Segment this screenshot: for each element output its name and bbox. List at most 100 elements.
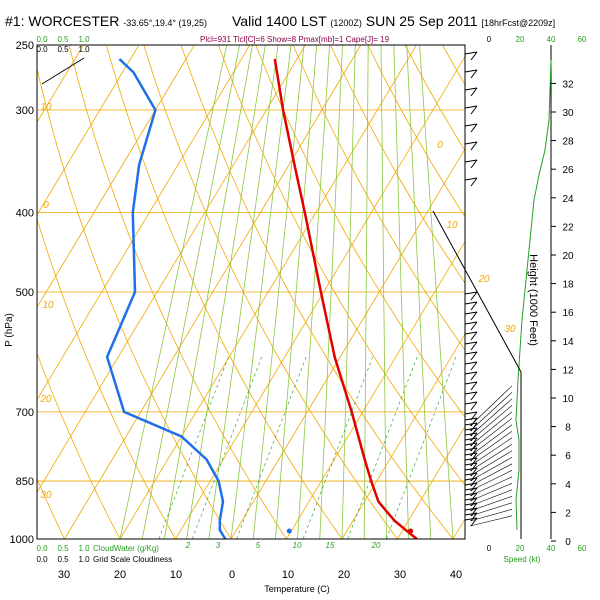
wind-barb xyxy=(464,51,478,61)
moist-adiabat-line xyxy=(141,45,240,539)
wind-barb-flag xyxy=(464,321,478,325)
wind-barb xyxy=(464,392,513,432)
moist-adiabat-line xyxy=(297,45,330,539)
wind-barb-staff xyxy=(470,507,478,517)
dry-adiabat-line xyxy=(555,45,600,539)
wind-barb-staff xyxy=(470,427,478,437)
pressure-tick-label: 700 xyxy=(16,407,34,419)
moist-adiabat-line xyxy=(393,45,409,539)
wind-barb xyxy=(464,405,513,442)
moist-adiabat-line xyxy=(406,45,432,539)
wind-barb-flag xyxy=(464,301,478,305)
wind-barb-long xyxy=(469,470,513,492)
wind-barb-staff xyxy=(470,51,478,61)
height-tick-label: 2 xyxy=(565,508,571,519)
wind-barb-flag xyxy=(464,452,478,456)
speed-top-tick: 0 xyxy=(487,35,492,44)
wind-barb-flag xyxy=(464,487,478,491)
wind-barb-flag xyxy=(464,497,478,501)
wind-barb xyxy=(464,381,478,391)
wind-barb-flag xyxy=(464,311,478,315)
wind-barb-long xyxy=(469,437,513,467)
theta-label: 30 xyxy=(40,490,52,501)
wind-barb-flag xyxy=(464,401,478,405)
cloud-water-top-tick: 0.5 xyxy=(57,35,69,44)
wind-barb-long xyxy=(469,431,513,462)
moist-adiabat-line xyxy=(341,45,356,539)
wind-barb-flag xyxy=(464,457,478,461)
wind-barb-staff xyxy=(470,391,478,401)
station-coords: -33.65°,19.4° (19,25) xyxy=(123,18,208,28)
temperature-tick-label: 40 xyxy=(450,569,462,581)
moist-adiabat-line xyxy=(208,45,279,539)
theta-label: 10 xyxy=(40,102,52,113)
speed-axis-label: Speed (kt) xyxy=(504,555,541,564)
wind-barb xyxy=(464,371,478,381)
temperature-tick-label: 20 xyxy=(338,569,350,581)
theta-label: 20 xyxy=(477,274,490,285)
mixing-ratio-line xyxy=(386,356,457,539)
height-tick-label: 26 xyxy=(562,165,574,176)
theta-label: 0 xyxy=(43,200,49,211)
wind-barb xyxy=(464,476,513,497)
wind-barb-staff xyxy=(470,401,478,411)
wind-barb-staff xyxy=(470,381,478,391)
surface-temperature-dot xyxy=(408,528,414,534)
wind-barb xyxy=(464,291,478,301)
wind-barb-long xyxy=(469,418,513,452)
dry-adiabat-line xyxy=(255,45,465,418)
theta-label: 10 xyxy=(42,300,54,311)
mixing-ratio-label: 20 xyxy=(371,541,381,550)
wind-barb-long xyxy=(469,411,513,447)
stability-indices: Plcl=931 Tlcl[C]=6 Show=8 Pmax[mb]=1 Cap… xyxy=(200,35,390,44)
wind-barb xyxy=(464,444,513,472)
wind-barb xyxy=(464,463,513,487)
height-tick-label: 10 xyxy=(562,394,574,405)
wind-barb-staff xyxy=(470,331,478,341)
moist-adiabat-line xyxy=(319,45,343,539)
dry-adiabat-line xyxy=(37,477,65,539)
temperature-tick-label: 10 xyxy=(282,569,294,581)
theta-label: 0 xyxy=(437,140,443,151)
wind-barb-long xyxy=(469,509,513,522)
wind-barb-flag xyxy=(464,87,478,91)
wind-barb-staff xyxy=(470,487,478,497)
wind-barb xyxy=(464,437,513,467)
moist-adiabat-line xyxy=(164,45,253,539)
wind-barb-long xyxy=(469,398,513,437)
pressure-tick-label: 1000 xyxy=(10,534,34,546)
wind-barb-flag xyxy=(464,437,478,441)
valid-utc: (1200Z) xyxy=(330,18,362,28)
dry-adiabat-line xyxy=(105,45,343,539)
temperature-tick-label: 10 xyxy=(170,569,182,581)
wind-barb xyxy=(464,361,478,371)
wind-barb-staff xyxy=(470,141,478,151)
wind-barb-flag xyxy=(464,381,478,385)
height-tick-label: 20 xyxy=(562,251,574,262)
wind-barb-staff xyxy=(470,341,478,351)
wind-barb xyxy=(464,509,513,522)
dry-adiabat-line xyxy=(37,66,232,539)
wind-barb-staff xyxy=(470,517,478,527)
cloud-bottom-tick: 1.0 xyxy=(78,555,90,564)
speed-bottom-tick: 0 xyxy=(487,544,492,553)
grid-scale-label: Grid Scale Cloudiness xyxy=(93,555,172,564)
wind-barb-long xyxy=(469,476,513,497)
wind-barb-staff xyxy=(470,482,478,492)
wind-barb-long xyxy=(469,463,513,487)
dry-adiabat-line xyxy=(330,45,465,284)
wind-barb-long xyxy=(469,450,513,477)
wind-barb xyxy=(464,105,478,115)
wind-barb-long xyxy=(469,405,513,442)
dry-adiabat-line xyxy=(37,217,176,539)
wind-barb xyxy=(464,331,478,341)
wind-barb-flag xyxy=(464,411,478,415)
mixing-ratio-label: 2 xyxy=(185,541,191,550)
wind-barb-flag xyxy=(464,472,478,476)
cloud-water-label: CloudWater (g/Kg) xyxy=(93,544,159,553)
height-tick-label: 30 xyxy=(562,108,574,119)
wind-barb-flag xyxy=(464,159,478,163)
wind-barb-flag xyxy=(464,391,478,395)
mixing-ratio-line xyxy=(347,356,418,539)
cloud-top-tick: 0.0 xyxy=(36,45,48,54)
